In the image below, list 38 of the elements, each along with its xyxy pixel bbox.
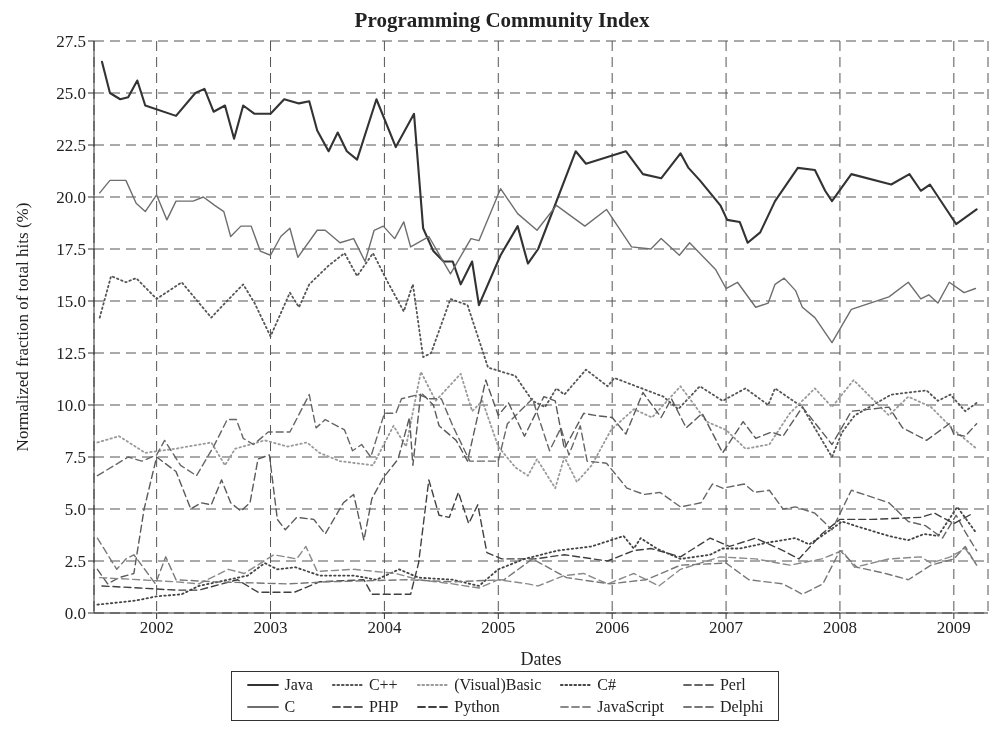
- legend-label: Perl: [719, 676, 746, 694]
- line-series: [98, 545, 977, 589]
- legend-label: Java: [284, 676, 313, 694]
- x-tick-label: 2004: [367, 618, 402, 638]
- legend-label: PHP: [368, 698, 399, 716]
- x-tick-label: 2006: [595, 618, 630, 638]
- y-axis-title: Normalized fraction of total hits (%): [13, 202, 33, 452]
- legend-label: C#: [597, 676, 616, 694]
- x-tick-label: 2002: [139, 618, 174, 638]
- legend-label: Delphi: [719, 698, 764, 716]
- y-tick-label: 15.0: [56, 292, 86, 312]
- legend-label: (Visual)Basic: [454, 676, 542, 694]
- y-tick-label: 20.0: [56, 188, 86, 208]
- y-tick-label: 5.0: [64, 500, 86, 520]
- chart-title: Programming Community Index: [353, 8, 651, 33]
- line-series: [96, 370, 978, 490]
- x-tick-label: 2008: [822, 618, 857, 638]
- x-tick-label: 2003: [253, 618, 288, 638]
- line-series: [96, 537, 978, 595]
- y-tick-label: 10.0: [56, 396, 86, 416]
- y-tick-label: 25.0: [56, 84, 86, 104]
- y-tick-label: 7.5: [64, 448, 86, 468]
- x-tick-label: 2005: [481, 618, 516, 638]
- y-tick-label: 2.5: [64, 552, 86, 572]
- line-series: [100, 60, 978, 307]
- x-tick-label: 2007: [709, 618, 744, 638]
- legend-label: C++: [368, 676, 398, 694]
- y-tick-label: 17.5: [56, 240, 86, 260]
- y-tick-label: 0.0: [64, 604, 86, 624]
- line-series: [98, 179, 977, 344]
- x-axis-title: Dates: [520, 649, 562, 669]
- y-tick-label: 22.5: [56, 136, 86, 156]
- legend-label: C: [284, 698, 296, 716]
- legend-label: Python: [454, 698, 500, 716]
- legend-label: JavaScript: [597, 698, 664, 716]
- y-tick-label: 27.5: [56, 32, 86, 52]
- y-tick-label: 12.5: [56, 344, 86, 364]
- x-tick-label: 2009: [936, 618, 971, 638]
